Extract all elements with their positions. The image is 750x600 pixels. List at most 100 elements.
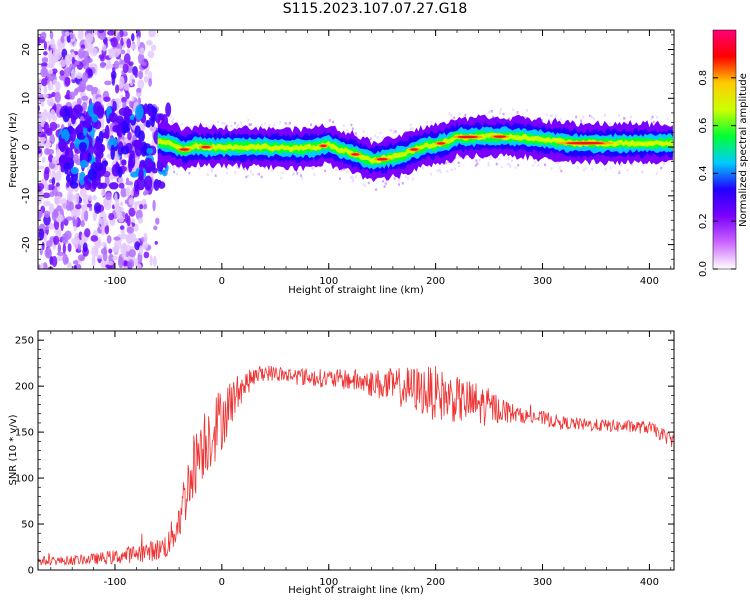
spectrogram-frame bbox=[37, 29, 675, 270]
heatmap-noise-cell bbox=[85, 32, 93, 45]
heatmap-halo-cell bbox=[397, 183, 400, 186]
heatmap-halo-cell bbox=[487, 162, 490, 165]
heatmap-noise-cell bbox=[126, 38, 132, 49]
heatmap-noise-cell bbox=[92, 195, 97, 201]
heatmap-halo-cell bbox=[498, 157, 501, 161]
heatmap-halo-cell bbox=[660, 166, 663, 170]
heatmap-halo-cell bbox=[177, 166, 180, 170]
heatmap-noise-cell bbox=[76, 60, 80, 66]
heatmap-noise-cell bbox=[76, 97, 82, 106]
snr-x-tick-label: 100 bbox=[319, 577, 338, 588]
heatmap-noise-cell bbox=[101, 241, 107, 247]
heatmap-halo-cell bbox=[489, 157, 492, 160]
heatmap-noise-cell bbox=[59, 74, 67, 81]
heatmap-noise-cell bbox=[122, 120, 127, 136]
heatmap-noise-cell bbox=[86, 57, 93, 63]
heatmap-noise-cell bbox=[51, 156, 60, 165]
heatmap-noise-cell bbox=[126, 48, 131, 55]
heatmap-halo-cell bbox=[464, 113, 467, 117]
heatmap-halo-cell bbox=[457, 155, 460, 159]
heatmap-halo-cell bbox=[389, 128, 392, 132]
heatmap-noise-cell bbox=[40, 62, 48, 67]
heatmap-halo-cell bbox=[604, 168, 607, 171]
heatmap-noise-cell bbox=[45, 240, 53, 248]
heatmap-halo-cell bbox=[487, 164, 490, 167]
snr-y-tick-label: 50 bbox=[21, 520, 34, 531]
heatmap-noise-cell bbox=[54, 91, 61, 103]
heatmap-noise-cell bbox=[81, 204, 85, 212]
heatmap-halo-cell bbox=[407, 177, 410, 180]
colorbar-gradient bbox=[713, 30, 736, 269]
heatmap-noise-cell bbox=[49, 191, 55, 198]
heatmap-noise-cell bbox=[120, 201, 124, 207]
heatmap-noise-cell bbox=[117, 48, 121, 55]
heatmap-halo-cell bbox=[559, 117, 562, 121]
heatmap-noise-cell bbox=[120, 187, 127, 198]
heatmap-halo-cell bbox=[279, 121, 282, 124]
heatmap-halo-cell bbox=[550, 167, 553, 170]
heatmap-noise-cell bbox=[136, 87, 142, 93]
heatmap-noise-cell bbox=[131, 33, 135, 42]
heatmap-halo-cell bbox=[651, 115, 654, 119]
spectrogram-x-label: Height of straight line (km) bbox=[288, 285, 424, 296]
heatmap-noise-cell bbox=[40, 32, 47, 40]
heatmap-halo-cell bbox=[300, 174, 303, 177]
heatmap-halo-cell bbox=[379, 131, 382, 135]
heatmap-noise-cell bbox=[45, 248, 51, 258]
heatmap-halo-cell bbox=[159, 122, 162, 125]
heatmap-halo-cell bbox=[236, 166, 239, 169]
heatmap-noise-cell bbox=[38, 228, 45, 241]
heatmap-noise-cell bbox=[51, 177, 56, 186]
heatmap-noise-cell bbox=[113, 236, 121, 241]
heatmap-noise-cell bbox=[138, 168, 144, 181]
heatmap-noise-cell bbox=[84, 210, 89, 222]
heatmap-noise-cell bbox=[62, 253, 68, 265]
heatmap-noise-cell bbox=[48, 203, 55, 215]
heatmap-noise-cell bbox=[51, 52, 57, 64]
snr-y-tick-label: 150 bbox=[15, 428, 34, 439]
heatmap-noise-cell bbox=[84, 179, 92, 191]
heatmap-halo-cell bbox=[292, 172, 295, 175]
heatmap-halo-cell bbox=[313, 173, 316, 176]
heatmap-noise-cell bbox=[126, 108, 133, 117]
heatmap-halo-cell bbox=[172, 121, 175, 124]
heatmap-halo-cell bbox=[166, 170, 169, 174]
heatmap-noise-cell bbox=[139, 47, 145, 56]
heatmap-noise-cell bbox=[107, 260, 114, 266]
heatmap-noise-cell bbox=[125, 234, 134, 244]
heatmap-halo-cell bbox=[485, 115, 488, 118]
snr-x-tick-label: 300 bbox=[533, 577, 552, 588]
heatmap-noise-cell bbox=[114, 192, 118, 203]
heatmap-noise-cell bbox=[67, 243, 72, 253]
heatmap-halo-cell bbox=[662, 162, 665, 166]
heatmap-halo-cell bbox=[355, 171, 358, 175]
heatmap-noise-cell bbox=[116, 123, 121, 137]
heatmap-noise-cell bbox=[78, 80, 87, 93]
heatmap-halo-cell bbox=[576, 166, 579, 169]
heatmap-noise-cell bbox=[40, 262, 44, 269]
heatmap-halo-cell bbox=[260, 175, 263, 179]
heatmap-halo-cell bbox=[335, 168, 338, 172]
heatmap-halo-cell bbox=[351, 176, 354, 179]
heatmap-noise-cell bbox=[130, 189, 134, 197]
heatmap-halo-cell bbox=[438, 168, 441, 172]
heatmap-halo-cell bbox=[354, 132, 357, 135]
heatmap-halo-cell bbox=[342, 167, 345, 171]
heatmap-noise-cell bbox=[45, 141, 52, 147]
heatmap-noise-cell bbox=[108, 112, 118, 123]
heatmap-noise-cell bbox=[120, 49, 126, 55]
heatmap-noise-cell bbox=[93, 241, 102, 247]
heatmap-noise-cell bbox=[136, 30, 141, 40]
heatmap-noise-cell bbox=[43, 210, 51, 218]
heatmap-halo-cell bbox=[630, 162, 633, 166]
heatmap-peak-cell bbox=[179, 148, 190, 151]
heatmap-noise-cell bbox=[120, 145, 130, 155]
heatmap-noise-cell bbox=[87, 152, 92, 162]
heatmap-halo-cell bbox=[590, 114, 593, 118]
heatmap-halo-cell bbox=[409, 123, 412, 127]
snr-y-tick-label: 0 bbox=[28, 566, 34, 577]
heatmap-halo-cell bbox=[436, 169, 439, 173]
heatmap-halo-cell bbox=[447, 160, 450, 164]
heatmap-halo-cell bbox=[642, 163, 645, 167]
heatmap-halo-cell bbox=[248, 123, 251, 126]
